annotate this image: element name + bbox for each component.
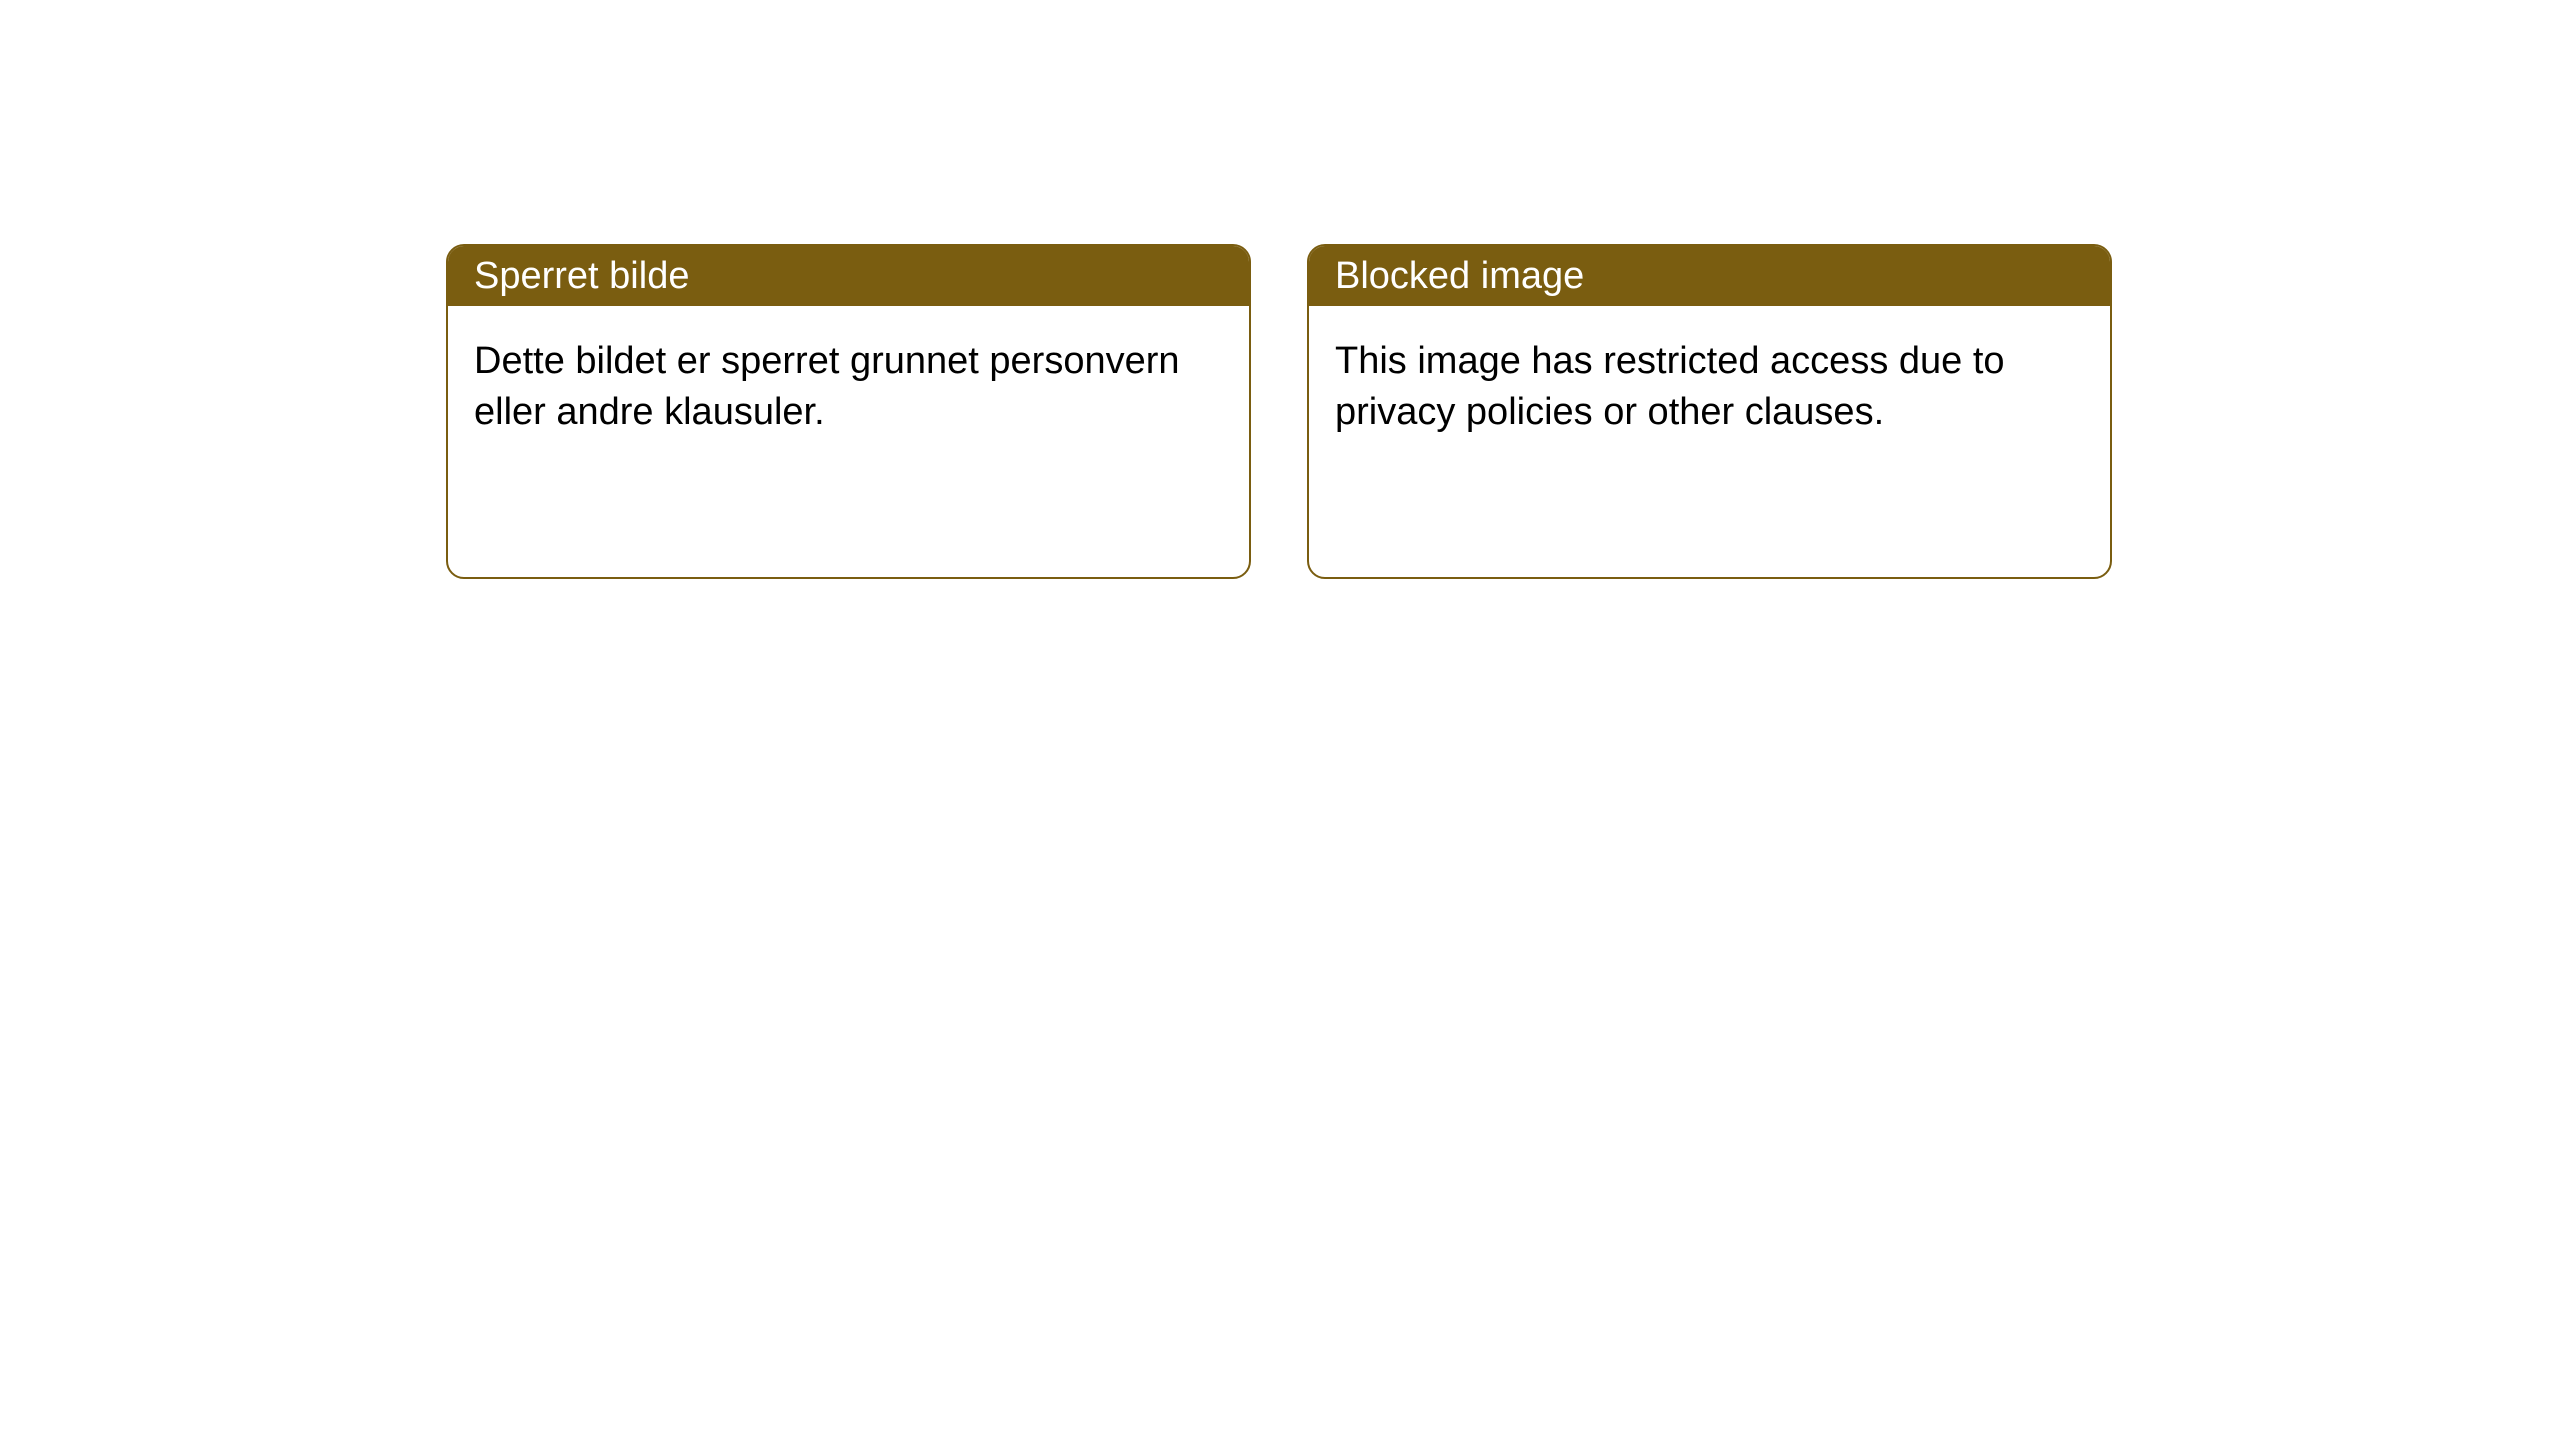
- card-body: This image has restricted access due to …: [1309, 306, 2110, 469]
- card-body-text: This image has restricted access due to …: [1335, 340, 2005, 433]
- card-title: Blocked image: [1335, 255, 1584, 298]
- cards-container: Sperret bilde Dette bildet er sperret gr…: [0, 0, 2560, 579]
- blocked-image-card-en: Blocked image This image has restricted …: [1307, 244, 2112, 579]
- card-body-text: Dette bildet er sperret grunnet personve…: [474, 340, 1180, 433]
- card-header: Blocked image: [1309, 246, 2110, 306]
- card-header: Sperret bilde: [448, 246, 1249, 306]
- blocked-image-card-no: Sperret bilde Dette bildet er sperret gr…: [446, 244, 1251, 579]
- card-title: Sperret bilde: [474, 255, 689, 298]
- card-body: Dette bildet er sperret grunnet personve…: [448, 306, 1249, 469]
